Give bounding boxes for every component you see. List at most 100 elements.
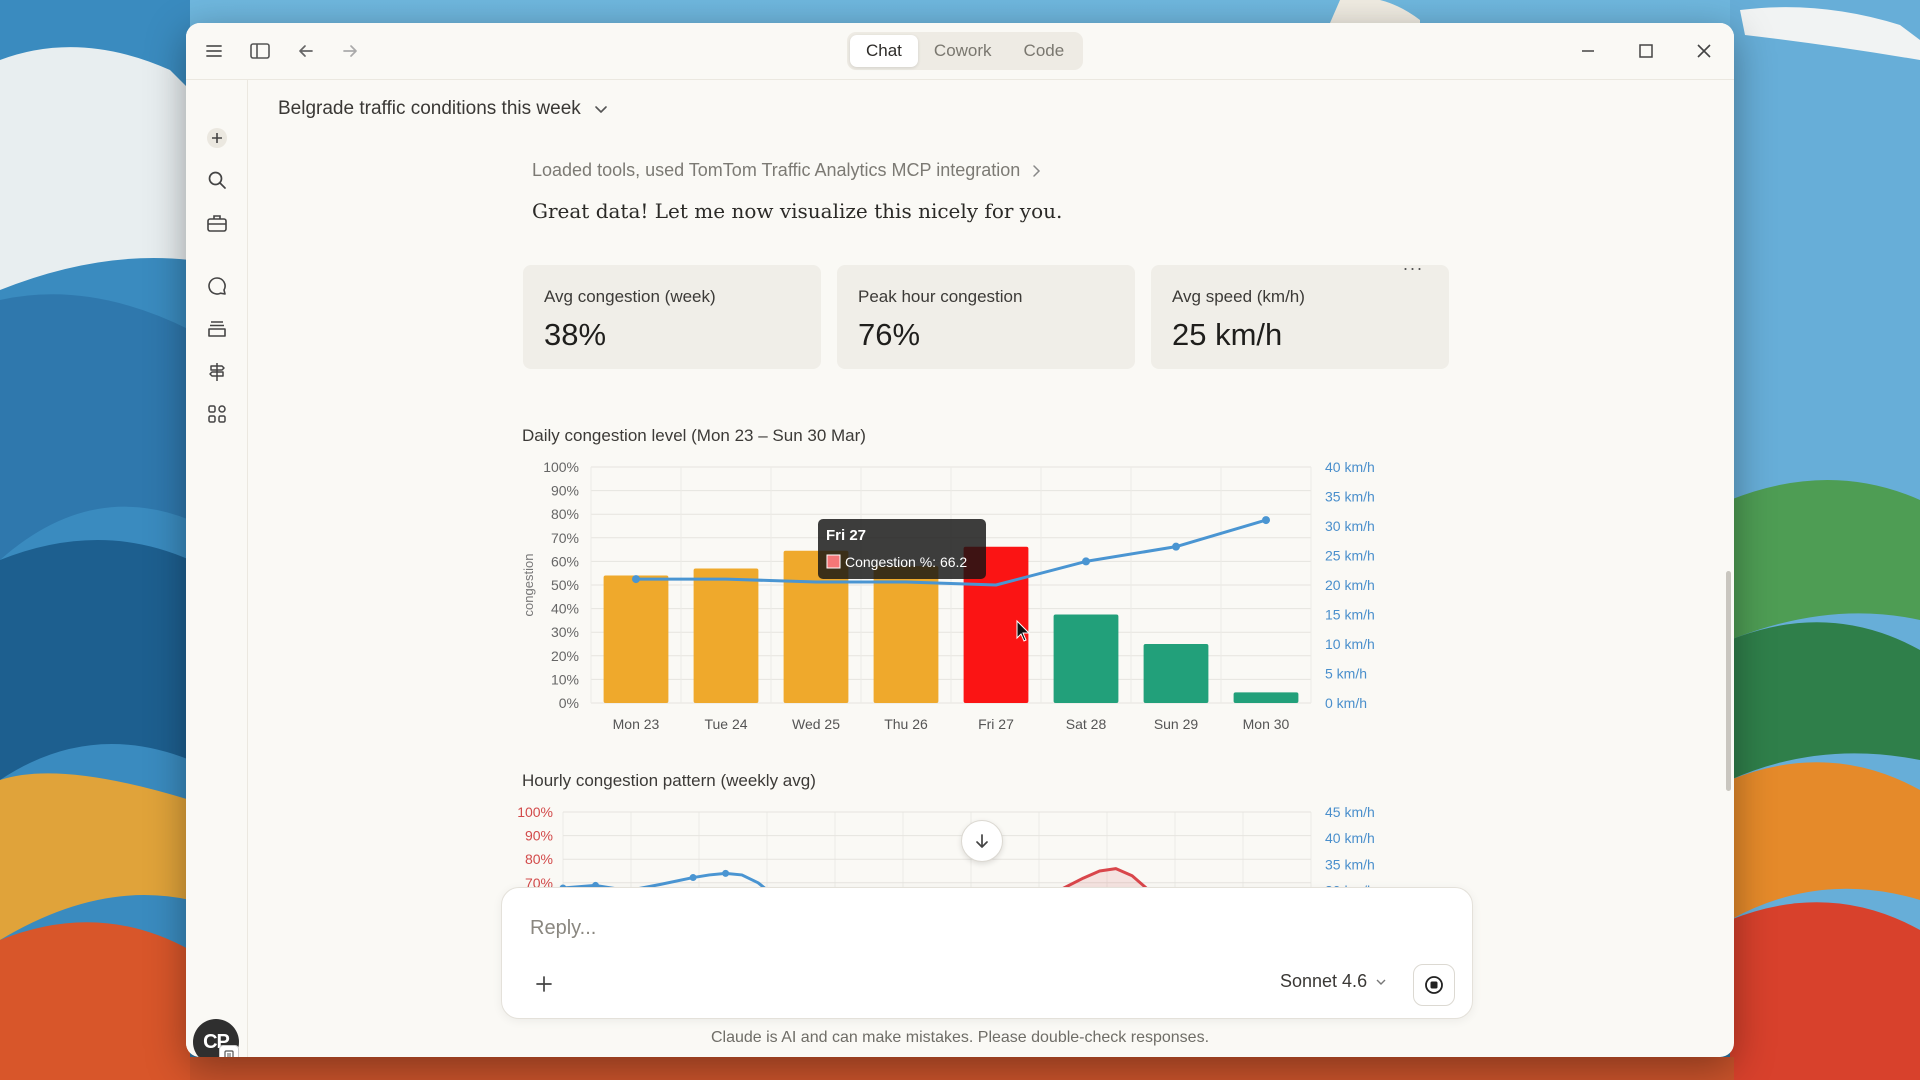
maximize-icon[interactable]	[1632, 37, 1660, 65]
tooltip-swatch	[826, 554, 841, 569]
y-left-tick-label: 90%	[551, 483, 579, 499]
toolbox-icon[interactable]	[202, 208, 232, 238]
voice-mode-button[interactable]	[1413, 964, 1455, 1006]
y-left-tick-label: 30%	[551, 624, 579, 640]
speed-line	[636, 518, 1267, 587]
x-tick-label: Mon 23	[613, 716, 660, 732]
y-left-tick-label: 40%	[551, 601, 579, 617]
tab-code[interactable]: Code	[1023, 41, 1065, 60]
reply-composer: Sonnet 4.6	[501, 887, 1473, 1019]
y-right-tick-label: 10 km/h	[1325, 636, 1375, 652]
speed-point	[1262, 516, 1270, 525]
add-attachment-button[interactable]	[528, 968, 560, 1000]
menu-icon[interactable]	[200, 37, 228, 65]
bar-mon-30	[1233, 692, 1299, 703]
hourly-chart-title: Hourly congestion pattern (weekly avg)	[522, 771, 816, 790]
daily-congestion-chart: 0% 10% 20% 30% 40% 50% 60% 70% 80% 90% 100% 0 km/h 5…	[521, 459, 1375, 732]
x-tick-label: Mon 30	[1243, 716, 1290, 732]
conversation-title: Belgrade traffic conditions this week	[278, 98, 581, 119]
arrow-down-icon	[976, 834, 988, 848]
speed-point	[722, 869, 730, 877]
close-icon[interactable]	[1690, 37, 1718, 65]
back-arrow-icon[interactable]	[292, 37, 320, 65]
app-window: Chat Cowork Code	[186, 23, 1734, 1057]
artifacts-signpost-icon[interactable]	[202, 357, 232, 387]
conversation-title-dropdown[interactable]: Belgrade traffic conditions this week	[278, 98, 609, 120]
y-right-tick-label: 0 km/h	[1325, 695, 1367, 711]
assistant-message: Great data! Let me now visualize this ni…	[532, 199, 1063, 223]
tools-used-text: Loaded tools, used TomTom Traffic Analyt…	[532, 160, 1021, 180]
y-right-tick-label: 40 km/h	[1325, 830, 1375, 846]
y-axis-label: congestion	[521, 554, 536, 617]
chart-tooltip: Fri 27 Congestion %: 66.2	[818, 519, 986, 579]
metric-value: 76%	[858, 317, 921, 352]
y-left-tick-label: 70%	[551, 530, 579, 546]
y-right-tick-label: 30 km/h	[1325, 518, 1375, 534]
chats-bubble-icon[interactable]	[202, 271, 232, 301]
new-chat-plus-icon[interactable]	[202, 123, 232, 153]
mode-tabs: Chat Cowork Code	[847, 32, 1084, 70]
y-right-tick-label: 20 km/h	[1325, 577, 1375, 593]
scroll-down-button[interactable]	[961, 820, 1003, 862]
scrollbar-thumb[interactable]	[1726, 571, 1731, 791]
speed-point	[632, 575, 640, 584]
y-right-tick-label: 45 km/h	[1325, 804, 1375, 820]
y-left-tick-label: 70%	[525, 875, 553, 891]
y-right-tick-label: 40 km/h	[1325, 459, 1375, 475]
bar-mon-23	[603, 575, 669, 703]
apps-grid-icon[interactable]	[202, 399, 232, 429]
y-left-tick-label: 80%	[551, 506, 579, 522]
plus-icon	[536, 976, 552, 992]
tab-cowork[interactable]: Cowork	[933, 41, 992, 60]
metric-label: Avg speed (km/h)	[1172, 287, 1305, 306]
speed-point	[1082, 557, 1090, 566]
speed-point	[689, 874, 697, 882]
y-right-tick-label: 35 km/h	[1325, 489, 1375, 505]
daily-chart-title: Daily congestion level (Mon 23 – Sun 30 …	[522, 426, 866, 445]
model-name: Sonnet 4.6	[1280, 971, 1368, 991]
chevron-down-icon	[1376, 979, 1386, 985]
disclaimer-text: Claude is AI and can make mistakes. Plea…	[710, 1029, 1210, 1046]
voice-record-icon	[1425, 976, 1443, 994]
y-left-tick-label: 10%	[551, 671, 579, 687]
chevron-down-icon	[594, 106, 607, 113]
reply-input[interactable]	[528, 910, 1232, 946]
device-badge-icon	[219, 1045, 239, 1057]
x-tick-label: Tue 24	[704, 716, 747, 732]
projects-stack-icon[interactable]	[202, 314, 232, 344]
y-left-tick-label: 60%	[551, 553, 579, 569]
bar-tue-24	[693, 568, 759, 703]
x-tick-label: Thu 26	[884, 716, 928, 732]
search-icon[interactable]	[202, 165, 232, 195]
sidebar-toggle-icon[interactable]	[246, 37, 274, 65]
y-left-tick-label: 50%	[551, 577, 579, 593]
y-left-tick-label: 90%	[525, 828, 553, 844]
model-selector[interactable]: Sonnet 4.6	[1280, 971, 1387, 992]
bar-thu-26	[873, 566, 939, 703]
y-left-tick-label: 20%	[551, 648, 579, 664]
metric-label: Avg congestion (week)	[544, 287, 716, 306]
y-right-tick-label: 15 km/h	[1325, 607, 1375, 623]
tools-used-summary[interactable]: Loaded tools, used TomTom Traffic Analyt…	[532, 160, 1042, 181]
more-options-icon[interactable]: ···	[1402, 258, 1424, 278]
forward-arrow-icon[interactable]	[336, 37, 364, 65]
x-tick-label: Sat 28	[1066, 716, 1107, 732]
tab-chat[interactable]: Chat	[850, 35, 918, 67]
left-sidebar: CP	[186, 80, 248, 1057]
title-bar: Chat Cowork Code	[186, 23, 1734, 80]
bar-wed-25	[783, 550, 849, 703]
x-tick-label: Fri 27	[978, 716, 1014, 732]
y-left-tick-label: 80%	[525, 851, 553, 867]
y-right-tick-label: 5 km/h	[1325, 666, 1367, 682]
bar-sun-29	[1143, 644, 1209, 703]
y-right-tick-label: 25 km/h	[1325, 548, 1375, 564]
minimize-icon[interactable]	[1574, 37, 1602, 65]
y-left-tick-label: 100%	[517, 804, 553, 820]
x-tick-label: Wed 25	[792, 716, 840, 732]
metric-card-avg-speed: Avg speed (km/h) 25 km/h	[1151, 265, 1449, 369]
bar-sat-28	[1053, 614, 1119, 703]
y-left-tick-label: 0%	[559, 695, 579, 711]
tooltip-box	[818, 519, 986, 579]
y-left-tick-label: 100%	[543, 459, 579, 475]
metric-card-peak-hour: Peak hour congestion 76%	[837, 265, 1135, 369]
